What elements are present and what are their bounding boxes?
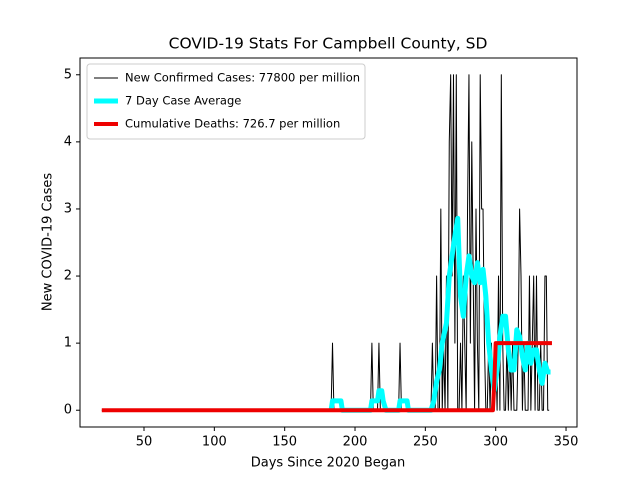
- legend-label: 7 Day Case Average: [125, 94, 241, 108]
- x-tick-label: 100: [202, 435, 227, 450]
- x-tick-label: 200: [343, 435, 368, 450]
- y-tick-label: 5: [64, 67, 72, 82]
- series-line: [328, 215, 551, 413]
- legend-label: Cumulative Deaths: 726.7 per million: [125, 117, 340, 131]
- plot-area: [101, 74, 552, 413]
- y-tick-label: 0: [64, 403, 72, 418]
- legend-box: [86, 63, 366, 140]
- plot-frame: [79, 57, 578, 428]
- chart-title: COVID-19 Stats For Campbell County, SD: [169, 35, 488, 53]
- x-axis-label: Days Since 2020 Began: [251, 456, 406, 471]
- y-axis-label: New COVID-19 Cases: [41, 173, 56, 311]
- x-tick-label: 250: [413, 435, 438, 450]
- y-tick-label: 1: [64, 336, 72, 351]
- x-tick-label: 150: [272, 435, 297, 450]
- legend-label: New Confirmed Cases: 77800 per million: [125, 71, 360, 85]
- y-tick-label: 3: [64, 201, 72, 216]
- y-tick-label: 4: [64, 134, 72, 149]
- x-tick-label: 50: [136, 435, 153, 450]
- x-tick-label: 350: [554, 435, 579, 450]
- series-line: [101, 341, 552, 413]
- y-tick-label: 2: [64, 269, 72, 284]
- x-tick-label: 300: [483, 435, 508, 450]
